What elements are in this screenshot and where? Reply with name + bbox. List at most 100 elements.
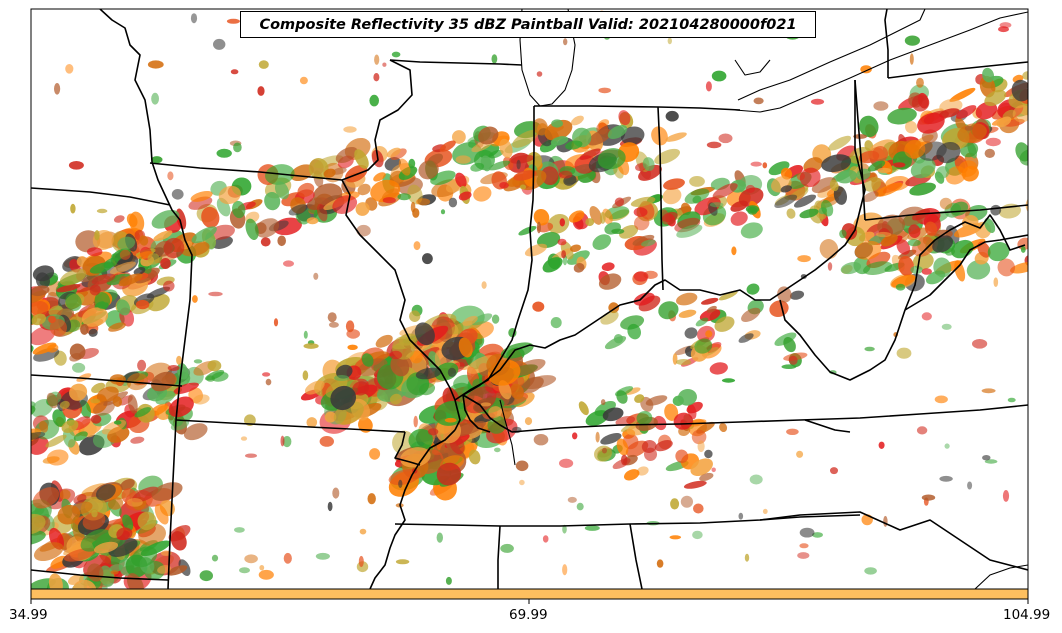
reflectivity-cell (422, 253, 433, 265)
reflectivity-cell (500, 543, 514, 553)
reflectivity-blob (150, 371, 176, 392)
reflectivity-blob (31, 431, 46, 441)
reflectivity-cell (332, 487, 340, 499)
reflectivity-blob (777, 286, 792, 303)
reflectivity-blob (774, 194, 798, 208)
reflectivity-cell (240, 436, 248, 441)
reflectivity-blob (786, 208, 796, 219)
reflectivity-cell (909, 53, 914, 65)
reflectivity-blob (5, 282, 31, 300)
reflectivity-cell (745, 205, 760, 214)
reflectivity-blob (695, 317, 709, 327)
reflectivity-blob (232, 200, 246, 219)
reflectivity-cell (602, 447, 607, 454)
reflectivity-cell (343, 126, 357, 133)
reflectivity-blob (89, 262, 113, 274)
reflectivity-blob (719, 422, 728, 433)
reflectivity-cell (345, 320, 355, 333)
reflectivity-blob (898, 255, 915, 277)
reflectivity-blob (357, 183, 371, 196)
state-borders (31, 9, 1028, 589)
reflectivity-cell (167, 365, 180, 371)
reflectivity-cell (567, 496, 577, 503)
reflectivity-cell (860, 65, 872, 74)
reflectivity-cell (277, 235, 287, 247)
reflectivity-cell (762, 162, 768, 169)
reflectivity-cell (315, 552, 330, 560)
reflectivity-blob (133, 267, 146, 275)
reflectivity-blob (924, 221, 938, 236)
reflectivity-cell (87, 247, 103, 257)
reflectivity-cell (934, 395, 948, 404)
reflectivity-cell (551, 119, 563, 128)
reflectivity-cell (796, 450, 804, 458)
reflectivity-blob (486, 353, 511, 376)
reflectivity-cell (864, 567, 877, 575)
reflectivity-cell (113, 420, 122, 425)
reflectivity-cell (96, 208, 108, 214)
reflectivity-blob (488, 149, 504, 159)
reflectivity-blob (996, 116, 1012, 128)
reflectivity-blob (908, 224, 921, 238)
reflectivity-cell (413, 241, 421, 251)
reflectivity-cell (670, 498, 680, 510)
reflectivity-blob (94, 292, 111, 309)
reflectivity-cell (327, 501, 333, 512)
reflectivity-cell (883, 515, 888, 527)
reflectivity-cell (762, 508, 768, 514)
reflectivity-cell (812, 532, 823, 538)
colorbar-tick-label-min: 34.99 (9, 607, 48, 623)
reflectivity-blob (48, 573, 63, 589)
reflectivity-blob (46, 449, 69, 466)
reflectivity-cell (1007, 397, 1016, 403)
border-kansas-missouri (31, 374, 183, 387)
reflectivity-blob (828, 135, 852, 151)
reflectivity-blob (541, 166, 559, 186)
reflectivity-blob (458, 191, 472, 201)
reflectivity-blob (190, 190, 213, 202)
reflectivity-cell (536, 71, 543, 77)
reflectivity-blob (439, 140, 456, 152)
reflectivity-cell (488, 382, 494, 388)
reflectivity-cell (109, 374, 126, 385)
reflectivity-blob (324, 411, 337, 423)
reflectivity-cell (126, 498, 143, 507)
reflectivity-cell (90, 414, 102, 424)
reflectivity-blob (153, 230, 173, 242)
reflectivity-cell (409, 310, 421, 323)
coast-sc (974, 564, 1028, 589)
reflectivity-blob (59, 400, 70, 409)
reflectivity-blob (131, 546, 158, 568)
reflectivity-blob (641, 440, 657, 453)
reflectivity-blob (966, 259, 991, 280)
reflectivity-cell (1020, 246, 1026, 253)
reflectivity-blob (675, 449, 689, 464)
reflectivity-cell (199, 570, 213, 582)
border-mississippi-iowa-il (341, 179, 461, 431)
reflectivity-blob (811, 177, 836, 194)
reflectivity-cell (895, 283, 906, 291)
reflectivity-cell (54, 83, 61, 95)
reflectivity-cell (499, 182, 509, 189)
reflectivity-cell (984, 459, 998, 464)
reflectivity-cell (445, 576, 452, 585)
lake-erie-outline (737, 9, 926, 101)
reflectivity-blob (488, 406, 502, 418)
reflectivity-blob (954, 260, 966, 282)
reflectivity-cell (584, 525, 600, 531)
reflectivity-blob (799, 208, 819, 219)
reflectivity-blob (738, 187, 764, 207)
reflectivity-blob (499, 138, 513, 159)
reflectivity-blob (478, 126, 499, 145)
reflectivity-blob (518, 225, 537, 236)
reflectivity-cell (896, 347, 912, 359)
reflectivity-cell (921, 268, 932, 275)
reflectivity-cell (494, 447, 501, 453)
reflectivity-blob (173, 382, 199, 395)
reflectivity-cell (347, 344, 358, 350)
reflectivity-cell (706, 141, 722, 149)
border-missouri-bootheel (394, 431, 421, 466)
reflectivity-blob (618, 110, 631, 126)
reflectivity-blob (151, 482, 183, 501)
reflectivity-blob (658, 301, 679, 320)
